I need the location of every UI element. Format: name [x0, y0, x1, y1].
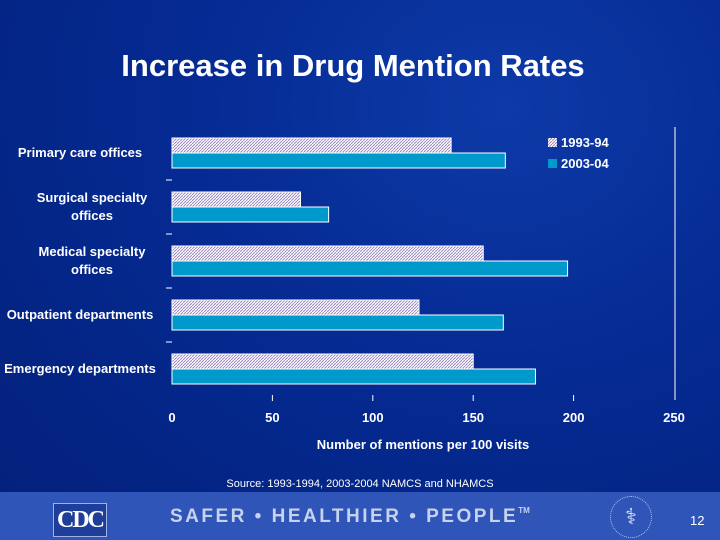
category-label: Surgical specialty offices [36, 190, 148, 223]
bar-2003-04-0 [171, 152, 506, 169]
bar-1993-94-2 [171, 245, 484, 262]
slide-title: Increase in Drug Mention Rates [121, 48, 585, 83]
bar-1993-94-0 [171, 137, 452, 154]
hhs-eagle-logo: ⚕ [610, 496, 652, 538]
category-label: Emergency departments [4, 361, 156, 376]
category-label: Outpatient departments [6, 307, 154, 322]
bar-2003-04-2 [171, 260, 569, 277]
bar-2003-04-1 [171, 206, 330, 223]
bar-chart: 0 50 100 150 200 250 Number of mentions per 10… [168, 135, 685, 452]
footer-slogan: SAFER • HEALTHIER • PEOPLETM [170, 506, 530, 528]
bar-1993-94-1 [171, 191, 302, 208]
bar-2003-04-4 [171, 368, 536, 385]
x-tick-label: 50 [265, 410, 279, 425]
slogan-text: SAFER • HEALTHIER • PEOPLE [170, 506, 519, 527]
bar-2003-04-3 [171, 314, 504, 331]
x-tick-label: 150 [462, 410, 484, 425]
category-label: Medical specialty offices [38, 244, 146, 277]
source-note: Source: 1993-1994, 2003-2004 NAMCS and N… [226, 478, 494, 490]
legend-label: 1993-94 [561, 135, 609, 150]
page-number: 12 [690, 513, 705, 528]
footer-band [0, 492, 720, 540]
cdc-logo: CDC [53, 503, 107, 537]
legend-label: 2003-04 [561, 156, 609, 171]
legend-swatch-2003-04 [548, 159, 557, 168]
bar-1993-94-3 [171, 299, 420, 316]
x-tick-label: 200 [563, 410, 585, 425]
bar-1993-94-4 [171, 353, 474, 370]
trademark: TM [518, 506, 530, 515]
x-tick-label: 100 [362, 410, 384, 425]
x-tick-label: 0 [168, 410, 175, 425]
x-tick-label: 250 [663, 410, 685, 425]
legend-swatch-1993-94 [548, 138, 557, 147]
category-label: Primary care offices [17, 145, 143, 160]
x-axis-title: Number of mentions per 100 visits [317, 437, 529, 452]
